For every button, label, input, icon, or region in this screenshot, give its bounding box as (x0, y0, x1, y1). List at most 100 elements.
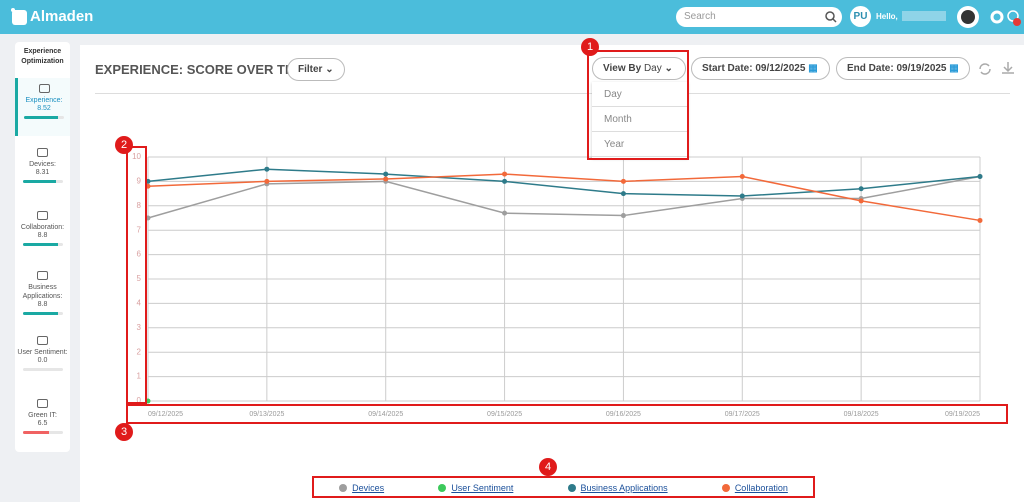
data-point (739, 174, 745, 180)
y-tick-label: 7 (137, 225, 142, 234)
sidebar-icon (38, 84, 50, 93)
dropdown-option[interactable]: Month (592, 107, 688, 132)
data-point (264, 166, 270, 172)
score-track (22, 243, 63, 246)
data-point (502, 171, 508, 177)
sidebar-label: Experience: (25, 97, 63, 104)
legend-swatch (567, 484, 576, 492)
logo[interactable]: Almaden (30, 8, 94, 25)
dropdown-option[interactable]: Year (592, 132, 688, 157)
data-point (383, 171, 389, 177)
notifications-icon[interactable] (1005, 6, 1023, 28)
x-tick-label: 09/15/2025 (487, 411, 522, 418)
data-point (977, 174, 983, 180)
annotation-number: 3 (115, 423, 133, 441)
legend-label: Devices (352, 483, 385, 493)
data-point (620, 213, 626, 219)
legend-swatch (339, 484, 348, 492)
view-by-button[interactable]: View By Day ⌄ (592, 57, 686, 80)
score-track (24, 116, 64, 119)
sidebar-icon (37, 399, 48, 408)
sidebar-item[interactable]: Business Applications: 8.8 (15, 265, 70, 323)
dropdown-option[interactable]: Day (592, 82, 688, 107)
view-by-value: Day (643, 63, 662, 74)
legend-item[interactable]: Collaboration (721, 483, 788, 493)
annotation-box (126, 146, 147, 404)
y-tick-label: 5 (137, 274, 142, 283)
legend-item[interactable]: Business Applications (567, 483, 668, 493)
separator (95, 93, 1010, 94)
data-point (502, 210, 508, 216)
sidebar-label: Devices: (29, 161, 56, 168)
data-point (502, 178, 508, 184)
score-track (22, 368, 63, 371)
start-date-label: Start Date: 09/12/2025 (702, 63, 806, 74)
y-tick-label: 1 (137, 372, 142, 381)
refresh-icon[interactable] (977, 61, 993, 77)
sidebar-score: 6.5 (37, 420, 48, 427)
sidebar-item[interactable]: User Sentiment: 0.0 (15, 330, 70, 388)
sidebar-item[interactable]: Experience: 8.52 (15, 78, 70, 136)
x-tick-label: 09/13/2025 (249, 411, 284, 418)
logo-icon (11, 8, 27, 25)
view-by-dropdown: Day Month Year (592, 82, 688, 158)
view-by-label: View By (603, 63, 642, 74)
data-point (264, 178, 270, 184)
legend: Devices User Sentiment Business Applicatio… (312, 478, 815, 498)
start-date[interactable]: Start Date: 09/12/2025 ▦ (691, 57, 830, 80)
sidebar-item[interactable]: Collaboration: 8.8 (15, 205, 70, 263)
download-icon[interactable] (1000, 60, 1016, 76)
score-bar (22, 243, 58, 246)
search-icon[interactable] (824, 10, 838, 24)
annotation-box (126, 404, 1008, 424)
sidebar-label: Business Applications: (22, 284, 63, 300)
legend-swatch (438, 484, 447, 492)
greeting: Hello, (876, 12, 898, 21)
legend-item[interactable]: Devices (339, 483, 384, 493)
legend-label: User Sentiment (451, 483, 514, 493)
x-tick-label: 09/12/2025 (148, 411, 183, 418)
avatar[interactable]: PU (850, 6, 871, 27)
sidebar-item[interactable]: Green IT: 6.5 (15, 393, 70, 451)
data-point (977, 217, 983, 223)
end-date-label: End Date: 09/19/2025 (847, 63, 947, 74)
sidebar-heading: Experience Optimization (21, 48, 64, 65)
filter-button[interactable]: Filter ⌄ (287, 58, 345, 81)
settings-icon[interactable] (990, 10, 1004, 24)
sidebar-icon (37, 336, 48, 345)
legend-item[interactable]: User Sentiment (438, 483, 513, 493)
page-title: EXPERIENCE: SCORE OVER TIME (95, 62, 309, 77)
sidebar-score: 8.31 (35, 169, 50, 176)
x-tick-label: 09/17/2025 (725, 411, 760, 418)
end-date[interactable]: End Date: 09/19/2025 ▦ (836, 57, 970, 80)
x-tick-label: 09/19/2025 (945, 411, 980, 418)
legend-label: Business Applications (580, 483, 668, 493)
x-tick-label: 09/16/2025 (606, 411, 641, 418)
sidebar-icon (37, 211, 48, 220)
series-line (147, 175, 981, 219)
blurred-name (902, 11, 946, 21)
data-point (858, 186, 864, 192)
data-point (739, 193, 745, 199)
x-tick-label: 09/18/2025 (844, 411, 879, 418)
score-track (22, 312, 63, 315)
annotation-number: 1 (581, 38, 599, 56)
score-track (22, 431, 63, 434)
series-line (147, 173, 981, 222)
filter-label: Filter (298, 64, 323, 75)
profile-picture[interactable] (956, 5, 980, 29)
score-track (22, 180, 63, 183)
score-bar (22, 431, 49, 434)
top-bar: Almaden Search PU Hello, (0, 0, 1024, 34)
y-tick-label: 2 (137, 347, 142, 356)
y-tick-label: 9 (137, 177, 142, 186)
annotation-number: 2 (115, 136, 133, 154)
sidebar-score: 8.8 (37, 301, 48, 308)
sidebar-item[interactable]: Devices: 8.31 (15, 142, 70, 200)
legend-label: Collaboration (734, 483, 788, 493)
search-box[interactable]: Search (676, 7, 842, 27)
annotation-box (587, 50, 689, 160)
sidebar-score: 0.0 (37, 357, 48, 364)
data-point (620, 178, 626, 184)
